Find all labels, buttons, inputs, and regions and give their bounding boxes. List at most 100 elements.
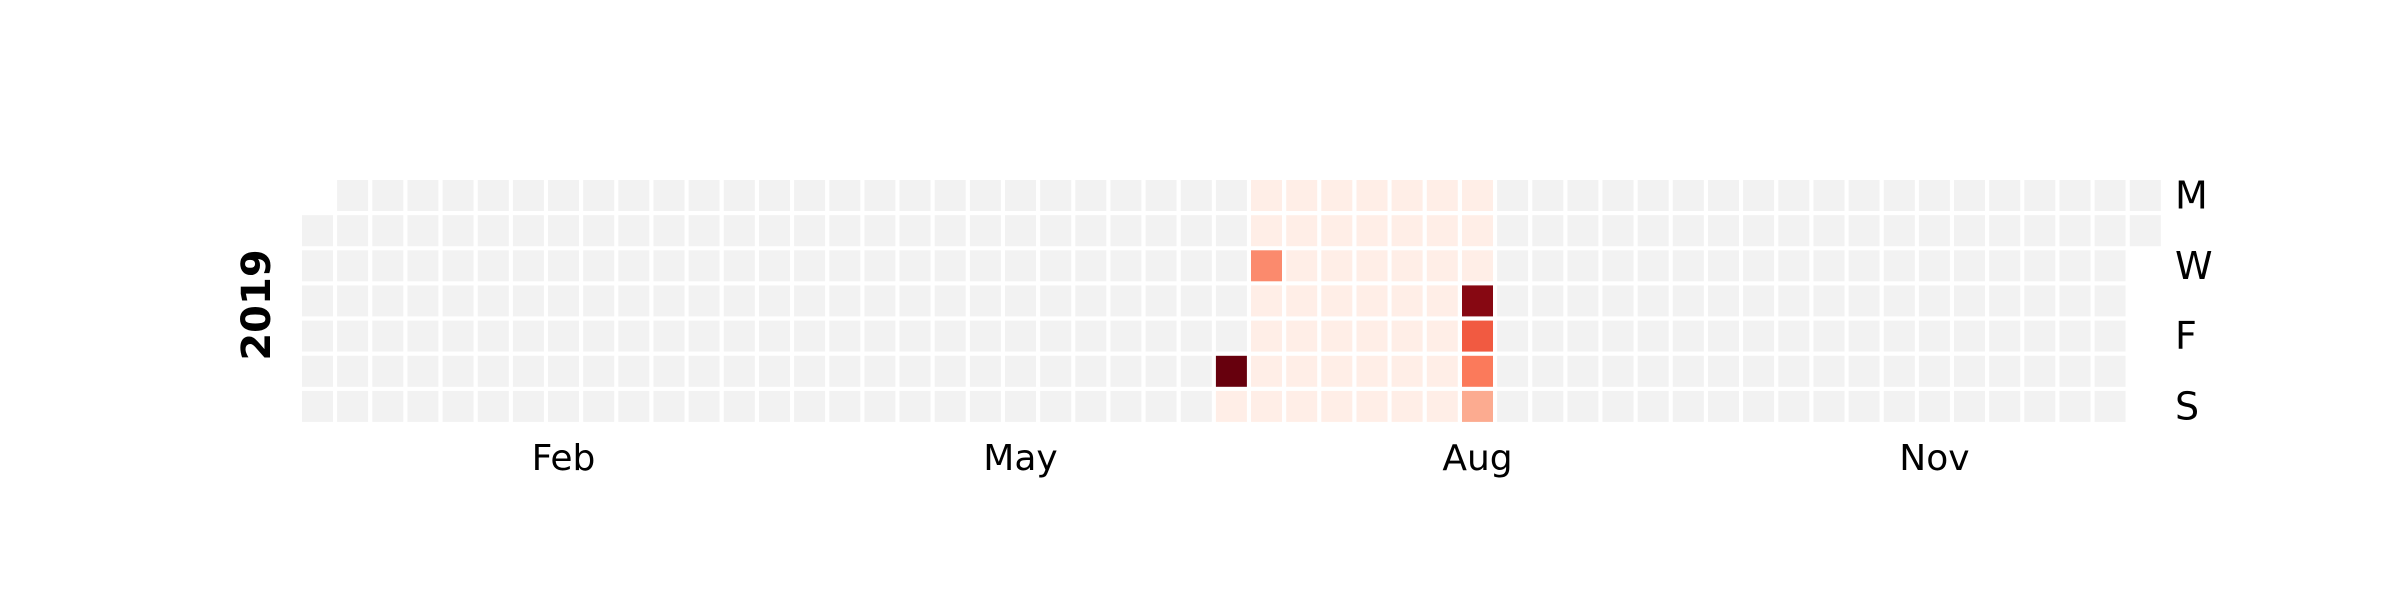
heatmap-cell [548, 390, 579, 422]
heatmap-cell [583, 320, 615, 352]
heatmap-cell [1215, 390, 1247, 422]
heatmap-cell [794, 320, 826, 352]
heatmap-cell [1637, 355, 1669, 387]
heatmap-cell [1918, 355, 1950, 387]
heatmap-cell [1954, 320, 1985, 352]
heatmap-cell [1040, 285, 1072, 317]
heatmap-cell [337, 180, 369, 211]
heatmap-cell [1602, 180, 1634, 211]
heatmap-cell [1391, 250, 1423, 282]
heatmap-cell [794, 285, 826, 317]
heatmap-cell [934, 285, 966, 317]
heatmap-cell [1637, 215, 1669, 247]
heatmap-cell [337, 390, 369, 422]
heatmap-cell [1040, 250, 1072, 282]
heatmap-cell [759, 180, 790, 211]
heatmap-cell [1567, 320, 1599, 352]
weekday-label: F [2175, 314, 2197, 358]
heatmap-cell [618, 285, 650, 317]
month-label: Aug [1442, 438, 1512, 479]
heatmap-cell [442, 390, 474, 422]
heatmap-cell [759, 285, 790, 317]
heatmap-cell [512, 320, 544, 352]
heatmap-cell [583, 390, 615, 422]
heatmap-cell [1883, 320, 1915, 352]
heatmap-cell [1848, 285, 1880, 317]
heatmap-cell [1778, 180, 1810, 211]
heatmap-cell [1005, 180, 1036, 211]
heatmap-cell [1075, 355, 1107, 387]
heatmap-cell [653, 215, 685, 247]
heatmap-cell [548, 355, 579, 387]
heatmap-cell [1708, 285, 1739, 317]
heatmap-cell [1848, 320, 1880, 352]
heatmap-cell [477, 285, 509, 317]
heatmap-cell [1954, 390, 1985, 422]
heatmap-cell [512, 180, 544, 211]
heatmap-cell [1954, 215, 1985, 247]
heatmap-cell [1778, 215, 1810, 247]
heatmap-cell [934, 215, 966, 247]
heatmap-cell [2094, 390, 2126, 422]
heatmap-cell [688, 285, 720, 317]
heatmap-cell [1672, 320, 1704, 352]
heatmap-cell [1286, 390, 1318, 422]
heatmap-cell [1883, 390, 1915, 422]
heatmap-cell [1954, 180, 1985, 211]
heatmap-cell [2024, 355, 2056, 387]
heatmap-cell [372, 320, 404, 352]
heatmap-cell [1110, 215, 1142, 247]
heatmap-cell [1567, 215, 1599, 247]
heatmap-cell [1356, 390, 1388, 422]
heatmap-cell [2024, 180, 2056, 211]
heatmap-cell [548, 320, 579, 352]
heatmap-cell [618, 390, 650, 422]
heatmap-cell [1989, 215, 2021, 247]
heatmap-cell [653, 250, 685, 282]
heatmap-cell [407, 250, 439, 282]
heatmap-cell [2059, 390, 2091, 422]
heatmap-cell [2094, 250, 2126, 282]
heatmap-cell [1391, 355, 1423, 387]
heatmap-cell [1462, 215, 1493, 247]
heatmap-cell [653, 355, 685, 387]
heatmap-cell [2094, 285, 2126, 317]
heatmap-cell [934, 180, 966, 211]
heatmap-cell [1778, 390, 1810, 422]
heatmap-cell [1848, 250, 1880, 282]
heatmap-cell [969, 250, 1001, 282]
heatmap-cell [1286, 180, 1318, 211]
heatmap-cell [1813, 355, 1845, 387]
heatmap-cell [1145, 215, 1177, 247]
heatmap-cell [759, 250, 790, 282]
heatmap-cell [1532, 285, 1564, 317]
heatmap-cell [1005, 355, 1036, 387]
heatmap-cell [1883, 215, 1915, 247]
weekday-label: M [2175, 174, 2208, 218]
heatmap-cell [2059, 215, 2091, 247]
heatmap-cell [1356, 180, 1388, 211]
heatmap-cell [1145, 250, 1177, 282]
heatmap-cell [1145, 390, 1177, 422]
heatmap-cell [1848, 390, 1880, 422]
heatmap-cell [653, 320, 685, 352]
heatmap-cell [759, 320, 790, 352]
heatmap-cell [1040, 355, 1072, 387]
heatmap-cell [1602, 285, 1634, 317]
heatmap-cell [1672, 285, 1704, 317]
heatmap-cell [934, 250, 966, 282]
heatmap-cell [618, 215, 650, 247]
heatmap-cell [1180, 285, 1212, 317]
heatmap-cell [1743, 180, 1775, 211]
heatmap-cell [477, 355, 509, 387]
heatmap-cell [477, 180, 509, 211]
heatmap-cell [583, 355, 615, 387]
heatmap-cell [1356, 320, 1388, 352]
heatmap-cell [1075, 180, 1107, 211]
heatmap-cell [1321, 355, 1353, 387]
heatmap-cell [1602, 355, 1634, 387]
heatmap-cell [864, 250, 896, 282]
heatmap-cell [337, 215, 369, 247]
heatmap-cell [1040, 215, 1072, 247]
